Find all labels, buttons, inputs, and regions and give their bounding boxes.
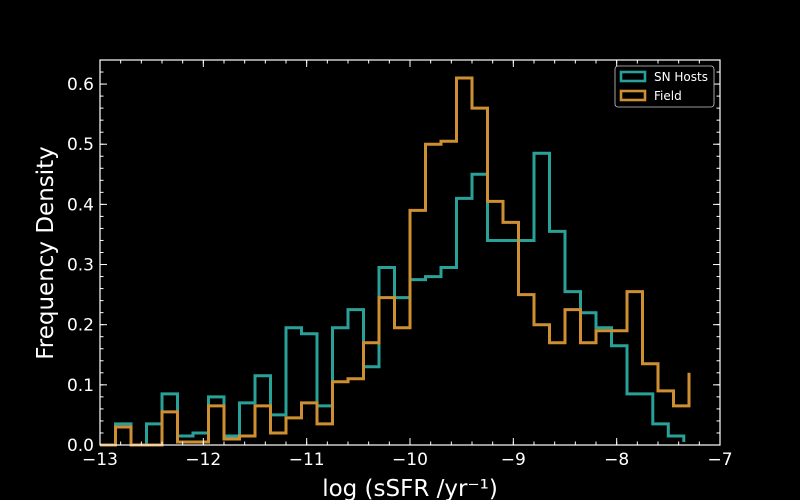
- x-tick-label: −8: [604, 450, 629, 470]
- x-tick-label: −11: [289, 450, 325, 470]
- y-tick-label: 0.4: [67, 195, 94, 215]
- x-tick-label: −12: [185, 450, 221, 470]
- series-layer: [100, 76, 691, 447]
- y-tick-label: 0.6: [67, 75, 94, 95]
- y-tick-label: 0.5: [67, 135, 94, 155]
- y-tick-label: 0.1: [67, 376, 94, 396]
- tick-layer: −13 −12 −11 −10 −9 −8 −7 0.0 0.1 0.2 0.3 0.4 0.5 0.6: [67, 59, 733, 470]
- x-tick-label: −7: [707, 450, 732, 470]
- x-tick-label: −10: [392, 450, 428, 470]
- legend-label-sn-hosts: SN Hosts: [654, 70, 708, 84]
- legend-box: [614, 65, 715, 108]
- y-tick-label: 0.3: [67, 256, 94, 276]
- y-tick-label: 0.2: [67, 316, 94, 336]
- series-line-field: [100, 76, 691, 447]
- y-tick-label: 0.0: [67, 436, 94, 456]
- legend-swatch-field: [619, 89, 647, 102]
- x-tick-label: −13: [82, 450, 118, 470]
- x-tick-label: −9: [501, 450, 526, 470]
- plot-frame: [99, 59, 721, 446]
- x-axis-label: log (sSFR /yr⁻¹): [322, 476, 498, 500]
- y-axis-label: Frequency Density: [33, 146, 59, 360]
- legend-swatch-sn-hosts: [619, 70, 647, 83]
- legend: SN Hosts Field: [614, 65, 715, 108]
- legend-label-field: Field: [654, 89, 682, 103]
